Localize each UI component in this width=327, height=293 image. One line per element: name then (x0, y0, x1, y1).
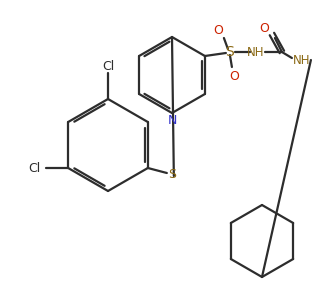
Text: NH: NH (247, 45, 265, 59)
Text: O: O (259, 23, 269, 35)
Text: N: N (167, 113, 177, 127)
Text: NH: NH (293, 54, 311, 67)
Text: O: O (229, 69, 239, 83)
Text: Cl: Cl (28, 161, 40, 175)
Text: S: S (226, 45, 234, 59)
Text: Cl: Cl (102, 59, 114, 72)
Text: O: O (213, 23, 223, 37)
Text: S: S (168, 168, 176, 180)
